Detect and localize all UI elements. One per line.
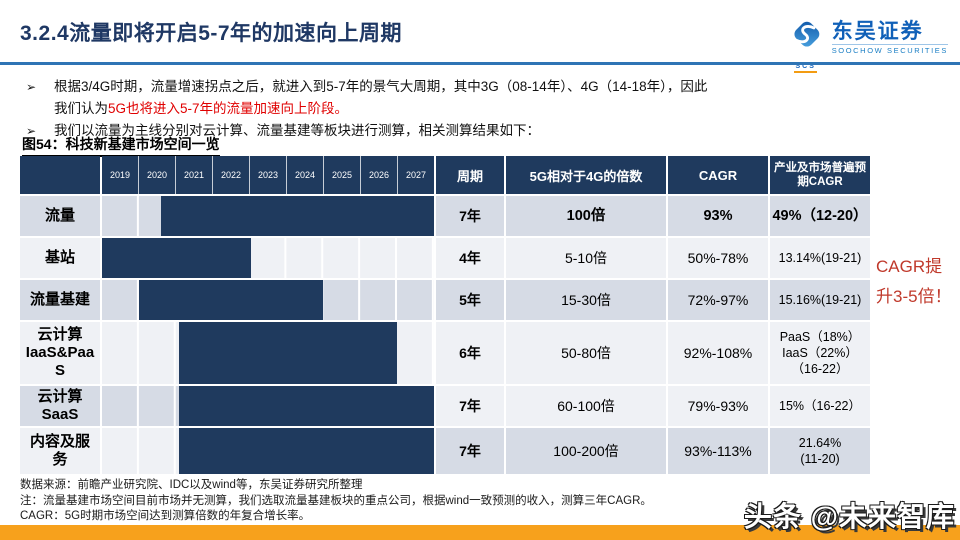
gantt-bar: [102, 238, 252, 278]
year-header: 2025: [323, 156, 360, 194]
expected-cagr-cell: 15%（16-22）: [770, 386, 870, 426]
logo-mark: SCS: [786, 20, 826, 73]
soochow-logo-icon: [794, 21, 819, 47]
data-source-note: 数据来源：前瞻产业研究院、IDC以及wind等，东吴证券研究所整理: [20, 479, 363, 491]
cagr-cell: 92%-108%: [668, 322, 768, 384]
period-cell: 5年: [436, 280, 504, 320]
year-header: 2027: [397, 156, 434, 194]
col-header-period: 周期: [436, 156, 504, 194]
year-header: 2024: [286, 156, 323, 194]
bottom-orange-bar: [0, 525, 960, 540]
col-header-cagr: CAGR: [668, 156, 768, 194]
gantt-bar: [179, 428, 434, 474]
multiple-cell: 5-10倍: [506, 238, 666, 278]
period-cell: 7年: [436, 196, 504, 236]
bullet-1-text-black: 我们认为: [54, 101, 108, 116]
bullet-1-continuation: 我们认为5G也将进入5-7年的流量加速向上阶段。: [26, 98, 931, 120]
period-cell: 4年: [436, 238, 504, 278]
bullet-arrow-icon: ➢: [26, 124, 37, 138]
logo-text: 东吴证券 SOOCHOW SECURITIES: [831, 20, 948, 55]
cagr-definition-note: CAGR：5G时期市场空间达到测算倍数的年复合增长率。: [20, 510, 311, 522]
bullet-1-text: 根据3/4G时期，流量增速拐点之后，就进入到5-7年的景气大周期，其中3G（08…: [54, 79, 708, 94]
soochow-securities-logo: SCS 东吴证券 SOOCHOW SECURITIES: [786, 20, 948, 73]
year-header: 2020: [138, 156, 175, 194]
header-corner-cell: [20, 156, 100, 194]
bullet-2-text: 我们以流量为主线分别对云计算、流量基建等板块进行测算，相关测算结果如下：: [54, 123, 540, 138]
row-label: 云计算 SaaS: [20, 386, 100, 426]
cagr-cell: 50%-78%: [668, 238, 768, 278]
source-notes: 数据来源：前瞻产业研究院、IDC以及wind等，东吴证券研究所整理 注：流量基建…: [20, 478, 780, 525]
bullet-2: ➢ 我们以流量为主线分别对云计算、流量基建等板块进行测算，相关测算结果如下：: [26, 120, 931, 142]
gantt-cell: [102, 280, 434, 320]
bullet-1: ➢ 根据3/4G时期，流量增速拐点之后，就进入到5-7年的景气大周期，其中3G（…: [26, 76, 931, 98]
bullet-1-text-red: 5G也将进入5-7年的流量加速向上阶段。: [108, 101, 349, 116]
row-label: 流量: [20, 196, 100, 236]
expected-cagr-cell: 13.14%(19-21): [770, 238, 870, 278]
gantt-cell: [102, 386, 434, 426]
bullet-list: ➢ 根据3/4G时期，流量增速拐点之后，就进入到5-7年的景气大周期，其中3G（…: [26, 76, 931, 142]
period-cell: 6年: [436, 322, 504, 384]
multiple-cell: 60-100倍: [506, 386, 666, 426]
row-label: 内容及服 务: [20, 428, 100, 474]
logo-text-en: SOOCHOW SECURITIES: [831, 44, 948, 55]
watermark: 头条 @未来智库: [743, 501, 955, 532]
col-header-multiple: 5G相对于4G的倍数: [506, 156, 666, 194]
expected-cagr-cell: 49%（12-20）: [770, 196, 870, 236]
gantt-cell: [102, 428, 434, 474]
page-title: 3.2.4流量即将开启5-7年的加速向上周期: [20, 22, 403, 45]
period-cell: 7年: [436, 386, 504, 426]
gantt-cell: [102, 196, 434, 236]
cagr-cell: 72%-97%: [668, 280, 768, 320]
year-header: 2021: [175, 156, 212, 194]
expected-cagr-cell: 21.64% (11-20): [770, 428, 870, 474]
row-label: 流量基建: [20, 280, 100, 320]
year-header: 2019: [109, 170, 131, 180]
gantt-bar: [138, 280, 324, 320]
cagr-improvement-annotation: CAGR提升3-5倍！: [876, 257, 952, 306]
multiple-cell: 100倍: [506, 196, 666, 236]
gantt-bar: [179, 322, 398, 384]
expected-cagr-cell: PaaS（18%） IaaS（22%） （16-22）: [770, 322, 870, 384]
figure-caption: 图54：科技新基建市场空间一览: [22, 134, 220, 157]
multiple-cell: 50-80倍: [506, 322, 666, 384]
logo-text-cn: 东吴证券: [831, 20, 924, 43]
year-header: 2022: [212, 156, 249, 194]
gantt-bar: [179, 386, 434, 426]
expected-cagr-cell: 15.16%(19-21): [770, 280, 870, 320]
header-divider: [0, 62, 960, 65]
year-header-strip: 2019 2020 2021 2022 2023 2024 2025 2026 2027: [102, 156, 434, 194]
market-space-table: 2019 2020 2021 2022 2023 2024 2025 2026 2027 周期 5G…: [20, 156, 870, 474]
logo-abbr: SCS: [794, 63, 817, 73]
multiple-cell: 15-30倍: [506, 280, 666, 320]
cagr-cell: 79%-93%: [668, 386, 768, 426]
gantt-cell: [102, 238, 434, 278]
gantt-bar: [161, 196, 434, 236]
multiple-cell: 100-200倍: [506, 428, 666, 474]
row-label: 基站: [20, 238, 100, 278]
col-header-expected: 产业及市场普遍预期CAGR: [770, 156, 870, 194]
method-note: 注：流量基建市场空间目前市场并无测算，我们选取流量基建板块的重点公司，根据win…: [20, 494, 652, 507]
bullet-arrow-icon: ➢: [26, 80, 37, 94]
gantt-cell: [102, 322, 434, 384]
year-header: 2023: [249, 156, 286, 194]
cagr-cell: 93%: [668, 196, 768, 236]
year-header: 2026: [360, 156, 397, 194]
period-cell: 7年: [436, 428, 504, 474]
row-label: 云计算 IaaS&Paa S: [20, 322, 100, 384]
cagr-cell: 93%-113%: [668, 428, 768, 474]
